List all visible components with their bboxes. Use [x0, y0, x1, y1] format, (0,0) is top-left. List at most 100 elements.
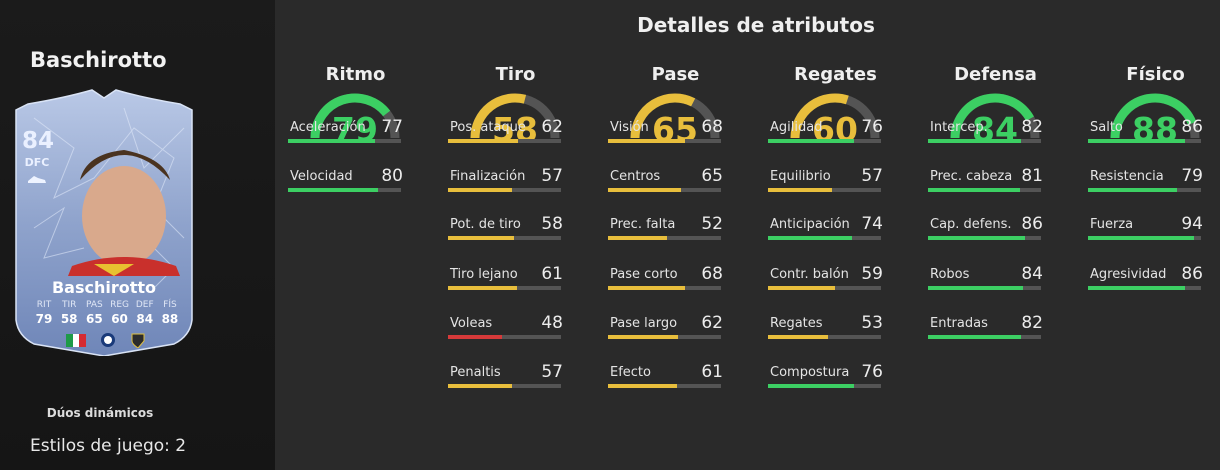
attribute-row[interactable]: Agresividad 86 — [1088, 264, 1203, 294]
attribute-row[interactable]: Penaltis 57 — [448, 362, 563, 392]
attribute-name: Prec. cabeza — [930, 169, 1013, 184]
attribute-value: 68 — [701, 117, 723, 137]
attribute-name: Pos. ataque — [450, 120, 526, 135]
attribute-value: 57 — [861, 166, 883, 186]
attribute-value: 61 — [541, 264, 563, 284]
attribute-bar — [288, 139, 401, 143]
attribute-row[interactable]: Voleas 48 — [448, 313, 563, 343]
attribute-name: Centros — [610, 169, 661, 184]
attribute-bar-fill — [768, 286, 835, 290]
card-stat-value: 65 — [86, 312, 103, 326]
attribute-value: 53 — [861, 313, 883, 333]
attribute-value: 76 — [861, 117, 883, 137]
attribute-value: 77 — [381, 117, 403, 137]
attribute-value: 80 — [381, 166, 403, 186]
attribute-row[interactable]: Contr. balón 59 — [768, 264, 883, 294]
card-position: DFC — [24, 156, 50, 169]
gauge-fill — [470, 93, 527, 139]
dynamic-duos-label[interactable]: Dúos dinámicos — [46, 406, 154, 420]
attribute-bar — [448, 384, 561, 388]
attribute-bar — [928, 139, 1041, 143]
category-gauge — [1110, 93, 1200, 139]
attribute-value: 52 — [701, 214, 723, 234]
attribute-name: Robos — [930, 267, 970, 282]
attribute-row[interactable]: Visión 68 — [608, 117, 723, 147]
attribute-value: 94 — [1181, 214, 1203, 234]
attribute-value: 68 — [701, 264, 723, 284]
attribute-row[interactable]: Resistencia 79 — [1088, 166, 1203, 196]
attribute-row[interactable]: Agilidad 76 — [768, 117, 883, 147]
attribute-row[interactable]: Entradas 82 — [928, 313, 1043, 343]
attribute-bar — [448, 335, 561, 339]
attribute-row[interactable]: Tiro lejano 61 — [448, 264, 563, 294]
attribute-name: Compostura — [770, 365, 850, 380]
attribute-bar — [928, 286, 1041, 290]
attribute-name: Equilibrio — [770, 169, 831, 184]
attribute-bar-fill — [608, 139, 685, 143]
attribute-row[interactable]: Salto 86 — [1088, 117, 1203, 147]
attribute-value: 86 — [1181, 117, 1203, 137]
player-panel: Baschirotto 84 DFC — [0, 0, 275, 470]
attribute-value: 86 — [1021, 214, 1043, 234]
attribute-bar — [768, 236, 881, 240]
attribute-bar — [1088, 139, 1201, 143]
attribute-row[interactable]: Pos. ataque 62 — [448, 117, 563, 147]
attribute-bar-fill — [928, 236, 1026, 240]
attribute-row[interactable]: Pot. de tiro 58 — [448, 214, 563, 244]
attribute-name: Pase corto — [610, 267, 678, 282]
attribute-value: 86 — [1181, 264, 1203, 284]
attribute-bar-fill — [608, 236, 667, 240]
attribute-value: 82 — [1021, 313, 1043, 333]
attribute-name: Prec. falta — [610, 217, 676, 232]
attribute-bar — [608, 188, 721, 192]
attribute-bar-fill — [448, 335, 503, 339]
attribute-bar — [1088, 286, 1201, 290]
attribute-row[interactable]: Efecto 61 — [608, 362, 723, 392]
attribute-row[interactable]: Aceleración 77 — [288, 117, 403, 147]
attribute-name: Aceleración — [290, 120, 366, 135]
card-stat-label: REG — [110, 300, 130, 310]
attribute-bar — [608, 139, 721, 143]
attribute-value: 84 — [1021, 264, 1043, 284]
attribute-bar — [768, 286, 881, 290]
attribute-bar-fill — [448, 139, 519, 143]
boot-icon — [28, 176, 46, 183]
attribute-name: Resistencia — [1090, 169, 1164, 184]
playstyles-label[interactable]: Estilos de juego: 2 — [30, 436, 187, 456]
attribute-row[interactable]: Intercep. 82 — [928, 117, 1043, 147]
gauge-fill — [950, 93, 1034, 139]
attribute-row[interactable]: Anticipación 74 — [768, 214, 883, 244]
attribute-bar-fill — [288, 139, 375, 143]
card-stat-label: RIT — [36, 300, 52, 310]
attribute-row[interactable]: Pase largo 62 — [608, 313, 723, 343]
attribute-bar-fill — [1088, 236, 1195, 240]
player-card[interactable]: 84 DFC Baschirotto RIT TIR PAS REG DEF F… — [14, 88, 194, 356]
attribute-bar-fill — [288, 188, 379, 192]
attribute-name: Regates — [770, 316, 823, 331]
card-player-name: Baschirotto — [51, 278, 157, 297]
attribute-bar — [1088, 188, 1201, 192]
category-name: Regates — [794, 64, 877, 85]
attribute-row[interactable]: Pase corto 68 — [608, 264, 723, 294]
attribute-name: Contr. balón — [770, 267, 849, 282]
attribute-row[interactable]: Fuerza 94 — [1088, 214, 1203, 244]
attribute-value: 62 — [701, 313, 723, 333]
card-stat-value: 58 — [60, 312, 78, 326]
attribute-row[interactable]: Velocidad 80 — [288, 166, 403, 196]
attribute-bar — [608, 286, 721, 290]
attribute-row[interactable]: Equilibrio 57 — [768, 166, 883, 196]
attribute-row[interactable]: Finalización 57 — [448, 166, 563, 196]
attribute-row[interactable]: Cap. defens. 86 — [928, 214, 1043, 244]
attribute-bar — [928, 236, 1041, 240]
attribute-row[interactable]: Centros 65 — [608, 166, 723, 196]
attribute-row[interactable]: Prec. falta 52 — [608, 214, 723, 244]
gauge-fill — [1110, 93, 1197, 139]
category-gauge — [310, 93, 400, 139]
attribute-bar-fill — [1088, 139, 1186, 143]
attribute-row[interactable]: Robos 84 — [928, 264, 1043, 294]
category-name: Pase — [651, 64, 700, 85]
attribute-row[interactable]: Compostura 76 — [768, 362, 883, 392]
category-name: Físico — [1126, 64, 1185, 85]
attribute-row[interactable]: Prec. cabeza 81 — [928, 166, 1043, 196]
attribute-row[interactable]: Regates 53 — [768, 313, 883, 343]
